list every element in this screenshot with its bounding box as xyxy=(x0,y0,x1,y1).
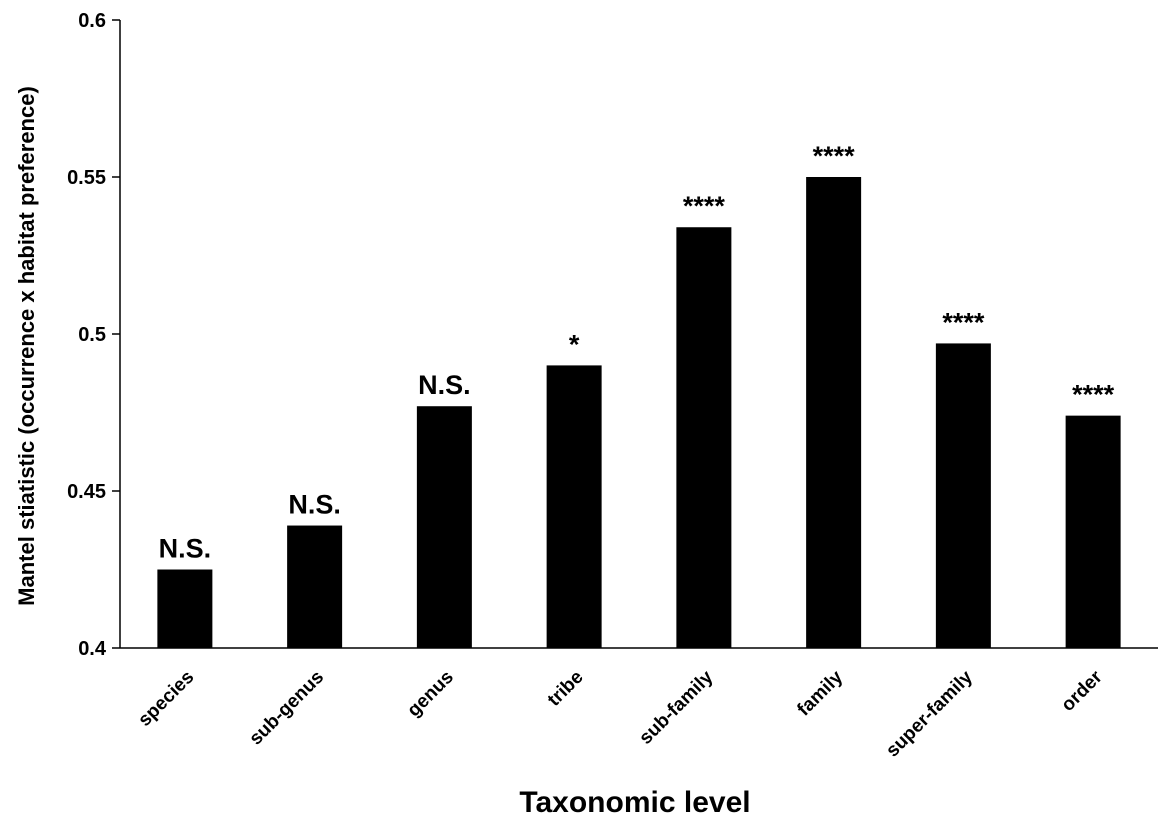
x-category-label: sub-family xyxy=(635,666,717,748)
bars xyxy=(157,177,1121,649)
significance-label: **** xyxy=(813,141,856,171)
bar-tribe xyxy=(546,365,602,648)
significance-label: N.S. xyxy=(288,490,341,520)
significance-label: * xyxy=(569,329,580,359)
x-category-label: species xyxy=(134,667,198,731)
x-category-label: family xyxy=(793,666,847,720)
x-category-label: sub-genus xyxy=(245,667,328,750)
significance-label: N.S. xyxy=(159,534,212,564)
bar-super-family xyxy=(935,343,991,648)
y-tick-label: 0.55 xyxy=(67,167,106,189)
y-tick-label: 0.45 xyxy=(67,481,106,503)
bar-species xyxy=(157,569,213,648)
bar-order xyxy=(1065,415,1121,648)
x-category-label: super-family xyxy=(882,666,977,761)
significance-label: N.S. xyxy=(418,370,471,400)
significance-label: **** xyxy=(942,307,985,337)
x-category-label: order xyxy=(1057,666,1107,716)
y-axis-ticks: 0.4 0.45 0.5 0.55 0.6 xyxy=(67,10,120,660)
bar-sub-genus xyxy=(287,525,343,648)
category-labels: species sub-genus genus tribe sub-family fami… xyxy=(134,666,1107,761)
significance-labels: N.S.N.S.N.S.***************** xyxy=(159,141,1115,564)
y-tick-label: 0.5 xyxy=(78,324,106,346)
x-category-label: genus xyxy=(403,667,457,721)
bar-genus xyxy=(416,406,472,648)
x-axis-title: Taxonomic level xyxy=(519,786,750,819)
y-tick-label: 0.6 xyxy=(78,10,106,32)
significance-label: **** xyxy=(1072,380,1115,410)
significance-label: **** xyxy=(683,191,726,221)
x-category-label: tribe xyxy=(544,667,588,711)
bar-family xyxy=(806,177,862,648)
y-tick-label: 0.4 xyxy=(78,638,107,660)
y-axis-title: Mantel stiatistic (occurrence x habitat … xyxy=(14,86,39,606)
bar-sub-family xyxy=(676,227,732,649)
